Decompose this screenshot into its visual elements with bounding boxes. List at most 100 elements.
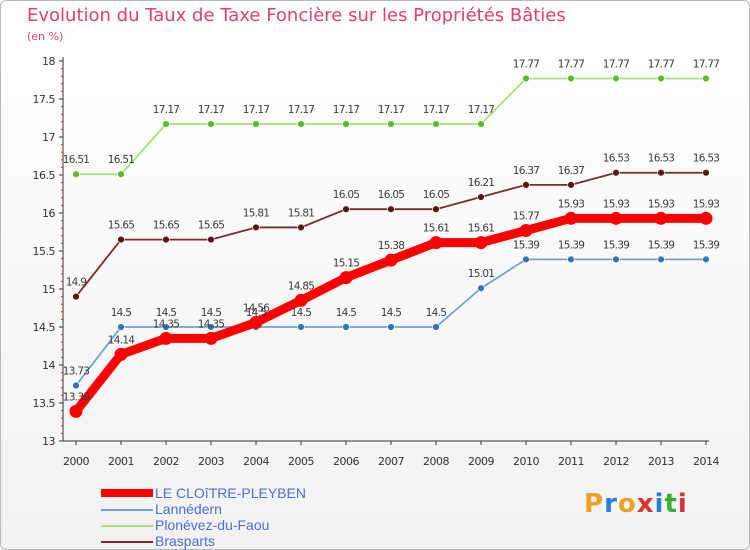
data-point: [207, 235, 215, 244]
data-label: 15.01: [468, 268, 495, 280]
data-label: 13.39: [63, 391, 90, 403]
series-3: [72, 169, 710, 301]
data-label: 14.5: [111, 307, 132, 319]
data-label: 16.21: [468, 177, 495, 189]
data-point: [432, 120, 440, 128]
data-point: [207, 120, 215, 128]
data-point: [702, 74, 710, 83]
data-point: [612, 255, 620, 264]
data-label: 17.77: [648, 58, 675, 70]
data-label: 15.39: [603, 239, 630, 251]
data-label: 14.85: [288, 280, 315, 292]
data-point: [474, 236, 488, 250]
data-point: [522, 255, 530, 264]
data-point: [252, 120, 260, 128]
data-label: 15.65: [153, 220, 180, 232]
x-tick-label: 2009: [468, 455, 494, 468]
data-label: 14.5: [291, 307, 312, 319]
data-label: 15.77: [513, 210, 540, 222]
data-label: 15.93: [648, 198, 675, 210]
y-tick-label: 16.5: [33, 169, 56, 182]
data-point: [477, 120, 485, 128]
data-point: [564, 211, 578, 225]
data-point: [69, 404, 83, 418]
data-label: 16.51: [63, 154, 90, 166]
data-point: [339, 271, 353, 285]
legend-label: Lannédern: [155, 501, 222, 517]
x-tick-label: 2012: [603, 455, 629, 468]
y-tick-label: 13: [42, 435, 55, 448]
y-tick-label: 16: [42, 207, 55, 220]
proxiti-logo: Proxiti: [584, 489, 694, 529]
x-tick-label: 2014: [693, 455, 719, 468]
data-label: 15.38: [378, 240, 405, 252]
x-tick-label: 2011: [558, 455, 584, 468]
logo-letter: i: [677, 489, 688, 519]
logo-letter: o: [617, 489, 637, 519]
data-point: [429, 236, 443, 250]
x-tick-label: 2010: [513, 455, 539, 468]
data-point: [477, 193, 485, 201]
data-label: 14.5: [381, 307, 402, 319]
data-point: [162, 235, 170, 244]
y-unit-label: (en %): [27, 30, 64, 43]
data-point: [297, 323, 305, 331]
x-tick-label: 2003: [198, 455, 224, 468]
data-label: 15.39: [513, 239, 540, 251]
x-tick-label: 2006: [333, 455, 359, 468]
data-label: 17.17: [153, 104, 180, 116]
data-point: [297, 120, 305, 128]
data-point: [612, 169, 620, 177]
y-tick-label: 15: [42, 283, 55, 296]
logo-letter: r: [604, 489, 618, 519]
data-point: [72, 381, 80, 390]
data-label: 17.17: [198, 104, 225, 116]
data-label: 15.39: [648, 239, 675, 251]
data-label: 14.5: [246, 307, 267, 319]
data-point: [522, 74, 530, 83]
logo-letter: x: [636, 489, 655, 519]
data-point: [159, 331, 173, 345]
data-label: 17.17: [288, 104, 315, 116]
data-label: 15.65: [108, 220, 135, 232]
data-point: [567, 181, 575, 189]
data-label: 14.35: [198, 318, 225, 330]
data-point: [567, 74, 575, 83]
data-label: 16.05: [423, 189, 450, 201]
data-point: [477, 284, 485, 292]
data-label: 17.17: [423, 104, 450, 116]
data-label: 16.37: [513, 165, 540, 177]
data-point: [384, 253, 398, 267]
data-label: 17.17: [378, 104, 405, 116]
data-label: 14.5: [156, 307, 177, 319]
x-tick-label: 2005: [288, 455, 314, 468]
data-point: [657, 255, 665, 264]
data-label: 17.77: [558, 58, 585, 70]
data-point: [162, 120, 170, 128]
data-point: [432, 323, 440, 331]
x-tick-label: 2001: [108, 455, 134, 468]
legend-label: Plonévez-du-Faou: [155, 517, 270, 533]
data-point: [702, 169, 710, 177]
data-point: [342, 205, 350, 213]
data-label: 15.93: [558, 198, 585, 210]
data-label: 16.53: [648, 153, 675, 165]
data-label: 15.81: [243, 207, 270, 219]
data-label: 17.17: [243, 104, 270, 116]
data-label: 14.14: [108, 334, 136, 346]
data-label: 15.61: [468, 223, 495, 235]
legend-swatch: [101, 509, 153, 511]
data-label: 15.81: [288, 207, 315, 219]
data-label: 16.37: [558, 165, 585, 177]
data-point: [567, 255, 575, 264]
x-tick-label: 2000: [63, 455, 89, 468]
data-label: 15.93: [603, 198, 630, 210]
data-point: [204, 331, 218, 345]
data-point: [657, 169, 665, 177]
data-point: [519, 223, 533, 237]
data-label: 14.9: [66, 277, 87, 289]
data-point: [252, 223, 260, 232]
x-tick-label: 2004: [243, 455, 269, 468]
logo-letter: i: [654, 489, 665, 519]
data-point: [294, 293, 308, 307]
